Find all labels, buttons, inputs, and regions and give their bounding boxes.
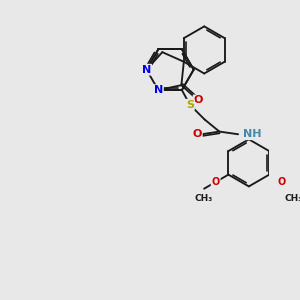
Text: NH: NH <box>243 129 261 139</box>
Text: O: O <box>193 129 202 139</box>
Text: N: N <box>154 85 163 95</box>
Text: CH₃: CH₃ <box>195 194 213 202</box>
Text: S: S <box>186 100 194 110</box>
Text: CH₃: CH₃ <box>284 194 300 202</box>
Text: N: N <box>142 65 151 75</box>
Text: O: O <box>278 177 286 187</box>
Text: O: O <box>194 95 203 105</box>
Text: O: O <box>212 177 220 187</box>
